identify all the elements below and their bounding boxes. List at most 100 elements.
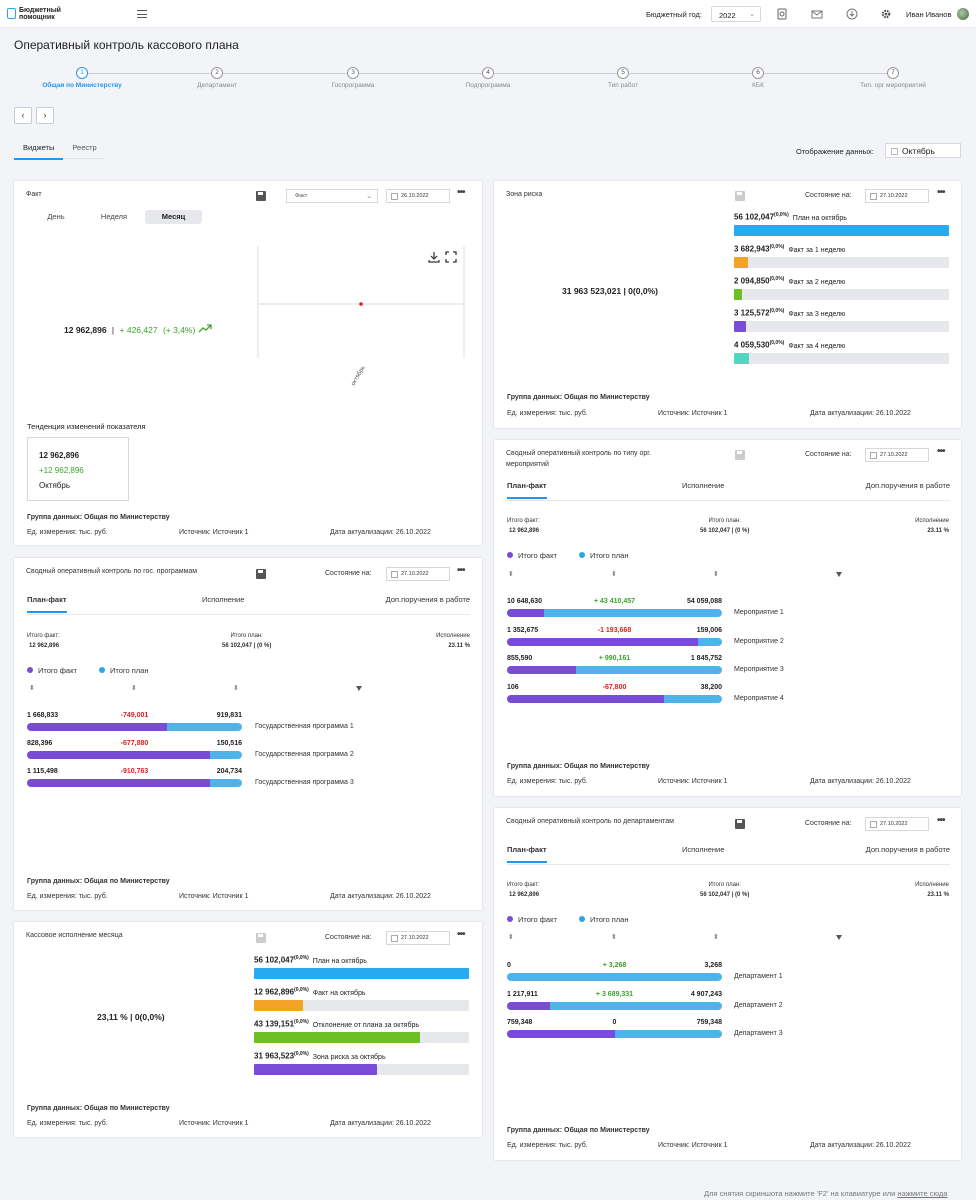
more-menu-icon[interactable]: ••• [937, 446, 945, 457]
app-logo-text[interactable]: Бюджетный помощник [19, 7, 79, 21]
save-icon[interactable] [256, 569, 266, 579]
document-search-icon[interactable] [776, 8, 788, 20]
tab-plan-fact[interactable]: План-факт [507, 845, 547, 863]
row-name[interactable]: Департамент 1 [734, 973, 783, 980]
metric-row[interactable]: 56 102,047(0,0%) План на октябрь [254, 955, 469, 985]
step-3[interactable]: 3 Госпрограмма [293, 67, 413, 89]
tab-registry[interactable]: Реестр [72, 143, 97, 152]
save-icon[interactable] [735, 191, 745, 201]
plan-fact-row[interactable]: 1 217,911 + 3 689,331 4 907,243 [507, 991, 722, 1011]
sort-plan-icon[interactable]: ⬍ [233, 685, 239, 692]
more-menu-icon[interactable]: ••• [937, 187, 945, 198]
download-circle-icon[interactable] [846, 8, 858, 20]
metric-row[interactable]: 4 059,530(0,0%) Факт за 4 неделю [734, 340, 949, 370]
date-field[interactable]: 27.10.2022 [865, 448, 929, 462]
step-7[interactable]: 7 Тип. орг мероприятий [833, 67, 953, 89]
step-6[interactable]: 6 КБК [698, 67, 818, 89]
sort-fact-icon[interactable]: ⬍ [29, 685, 35, 692]
step-5[interactable]: 5 Тип работ [563, 67, 683, 89]
save-icon[interactable] [735, 450, 745, 460]
row-name[interactable]: Мероприятие 2 [734, 637, 784, 645]
more-menu-icon[interactable]: ••• [457, 929, 465, 940]
plan-fact-row[interactable]: 106 -67,800 38,200 [507, 684, 722, 704]
source: Источник: Источник 1 [658, 778, 728, 785]
plan-fact-row[interactable]: 1 668,833 -749,001 919,831 [27, 712, 242, 732]
tab-day[interactable]: День [47, 212, 65, 221]
tab-month[interactable]: Месяц [145, 210, 202, 224]
row-name[interactable]: Департамент 2 [734, 1001, 783, 1009]
more-menu-icon[interactable]: ••• [457, 187, 465, 198]
sort-delta-icon[interactable]: ⬍ [611, 571, 617, 578]
date-field[interactable]: 27.10.2022 [865, 189, 929, 203]
sort-fact-icon[interactable]: ⬍ [508, 571, 514, 578]
metric-row[interactable]: 3 682,943(0,0%) Факт за 1 неделю [734, 244, 949, 274]
plan-fact-row[interactable]: 1 115,498 -910,763 204,734 [27, 768, 242, 788]
next-step-button[interactable]: › [36, 107, 54, 124]
tab-plan-fact[interactable]: План-факт [507, 481, 547, 499]
save-icon[interactable] [735, 819, 745, 829]
row-name[interactable]: Мероприятие 4 [734, 694, 784, 702]
metric-row[interactable]: 3 125,572(0,0%) Факт за 3 неделю [734, 308, 949, 338]
metric-row[interactable]: 12 962,896(0,0%) Факт на октябрь [254, 987, 469, 1017]
tab-extra-tasks[interactable]: Доп.поручения в работе [865, 845, 950, 854]
user-name[interactable]: Иван Иванов [906, 10, 952, 19]
plan-fact-row[interactable]: 855,590 + 990,161 1 845,752 [507, 655, 722, 675]
row-name[interactable]: Государственная программа 1 [255, 723, 354, 730]
tab-execution[interactable]: Исполнение [682, 845, 725, 854]
metric-select[interactable]: Факт ⌄ [286, 189, 378, 203]
date-field[interactable]: 27.10.2022 [386, 567, 450, 581]
save-icon[interactable] [256, 191, 266, 201]
row-name[interactable]: Мероприятие 1 [734, 609, 784, 616]
metric-row[interactable]: 43 139,151(0,0%) Отклонение от плана за о… [254, 1019, 469, 1049]
sort-delta-icon[interactable]: ⬍ [611, 934, 617, 941]
step-1[interactable]: 1 Общая по Министерству [22, 67, 142, 89]
step-4[interactable]: 4 Подпрограмма [428, 67, 548, 89]
row-name[interactable]: Государственная программа 3 [255, 779, 354, 786]
tab-plan-fact[interactable]: План-факт [27, 595, 67, 613]
more-menu-icon[interactable]: ••• [457, 565, 465, 576]
download-icon[interactable] [428, 251, 440, 263]
filter-icon[interactable] [836, 935, 842, 940]
plan-fact-row[interactable]: 0 + 3,268 3,268 [507, 962, 722, 982]
prev-step-button[interactable]: ‹ [14, 107, 32, 124]
fullscreen-icon[interactable] [445, 251, 457, 263]
filter-icon[interactable] [356, 686, 362, 691]
sort-delta-icon[interactable]: ⬍ [131, 685, 137, 692]
tab-extra-tasks[interactable]: Доп.поручения в работе [385, 595, 470, 604]
row-name[interactable]: Мероприятие 3 [734, 666, 784, 673]
sort-fact-icon[interactable]: ⬍ [508, 934, 514, 941]
tab-widgets[interactable]: Виджеты [14, 140, 64, 160]
plan-fact-row[interactable]: 828,396 -677,880 150,516 [27, 740, 242, 760]
metric-row[interactable]: 2 094,850(0,0%) Факт за 2 неделю [734, 276, 949, 306]
sort-plan-icon[interactable]: ⬍ [713, 934, 719, 941]
more-menu-icon[interactable]: ••• [937, 815, 945, 826]
gear-icon[interactable] [880, 8, 892, 20]
date-field[interactable]: 26.10.2022 [386, 189, 450, 203]
filter-icon[interactable] [836, 572, 842, 577]
row-plan-bar [507, 973, 722, 981]
save-icon[interactable] [256, 933, 266, 943]
metric-row[interactable]: 56 102,047(0,0%) План на октябрь [734, 212, 949, 242]
display-period-select[interactable]: Октябрь [885, 143, 961, 158]
tab-week[interactable]: Неделя [100, 212, 128, 221]
tab-execution[interactable]: Исполнение [202, 595, 245, 604]
step-2[interactable]: 2 Департамент [157, 67, 277, 89]
chart-point[interactable] [359, 302, 363, 306]
metric-row[interactable]: 31 963,523(0,0%) Зона риска за октябрь [254, 1051, 469, 1081]
date-field[interactable]: 27.10.2022 [386, 931, 450, 945]
plan-fact-row[interactable]: 759,348 0 759,348 [507, 1019, 722, 1039]
sort-plan-icon[interactable]: ⬍ [713, 571, 719, 578]
row-name[interactable]: Государственная программа 2 [255, 751, 354, 758]
tab-extra-tasks[interactable]: Доп.поручения в работе [865, 481, 950, 490]
avatar[interactable] [957, 8, 969, 20]
hamburger-menu-icon[interactable] [137, 10, 147, 18]
tab-execution[interactable]: Исполнение [682, 481, 725, 490]
row-name[interactable]: Департамент 3 [734, 1030, 783, 1037]
plan-fact-row[interactable]: 10 648,630 + 43 410,457 54 059,088 [507, 598, 722, 618]
plan-fact-row[interactable]: 1 352,675 -1 193,668 159,006 [507, 627, 722, 647]
card-title-line2: мероприятий [506, 461, 549, 468]
budget-year-select[interactable]: 2022 ⌄ [711, 6, 761, 22]
hint-link[interactable]: нажмите сюда [897, 1189, 948, 1198]
mail-icon[interactable] [811, 8, 823, 20]
date-field[interactable]: 27.10.2022 [865, 817, 929, 831]
